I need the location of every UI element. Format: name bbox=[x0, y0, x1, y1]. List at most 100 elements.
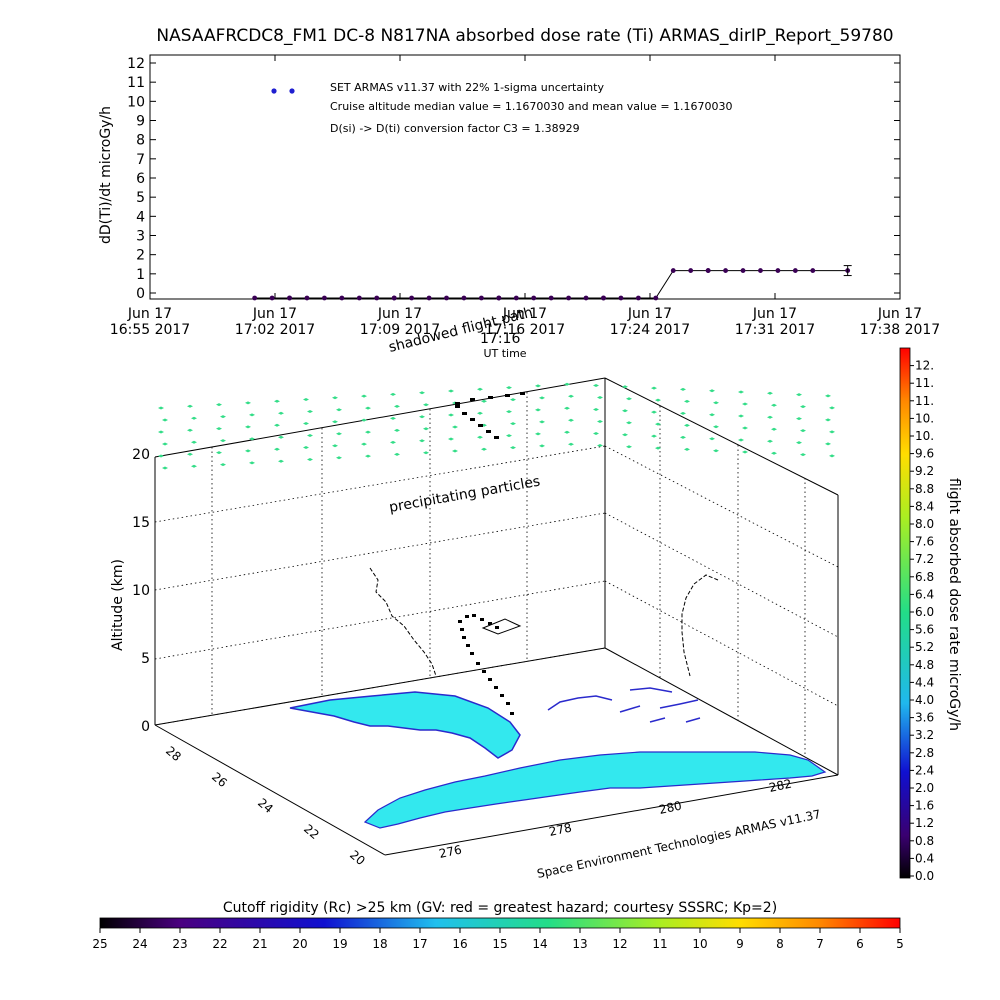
data-point bbox=[496, 295, 502, 301]
y-tick-label: 0 bbox=[136, 286, 145, 302]
data-point bbox=[444, 295, 449, 301]
rigidity-colorbar-tick-label: 15 bbox=[492, 937, 507, 951]
particle-marker bbox=[307, 410, 313, 413]
altitude-tick-label: 20 bbox=[132, 447, 150, 463]
track-marker bbox=[472, 614, 476, 617]
particle-marker bbox=[655, 446, 661, 450]
particle-marker bbox=[568, 418, 574, 422]
particle-marker bbox=[216, 427, 222, 431]
particle-marker bbox=[365, 454, 371, 458]
y-tick-label: 2 bbox=[136, 248, 145, 264]
dose-colorbar-tick-label: 10. bbox=[915, 429, 934, 443]
particle-marker bbox=[539, 444, 545, 448]
particle-marker bbox=[825, 394, 831, 398]
particle-marker bbox=[448, 389, 454, 393]
particle-marker bbox=[278, 435, 284, 439]
credit-text: Space Environment Technologies ARMAS v11… bbox=[536, 807, 822, 881]
data-point bbox=[688, 268, 694, 273]
particle-marker bbox=[249, 437, 255, 441]
dose-colorbar-tick-label: 4.0 bbox=[915, 693, 934, 707]
dose-colorbar bbox=[899, 347, 911, 879]
particle-marker bbox=[361, 418, 367, 422]
rigidity-colorbar-tick-label: 21 bbox=[252, 937, 267, 951]
dose-colorbar-tick-label: 8.0 bbox=[915, 517, 934, 531]
track-marker bbox=[494, 686, 498, 689]
dose-colorbar-tick-label: 12. bbox=[915, 359, 934, 373]
data-point bbox=[374, 295, 380, 301]
particle-marker bbox=[593, 432, 599, 435]
rigidity-colorbar-tick-label: 20 bbox=[292, 937, 307, 951]
particle-marker bbox=[564, 430, 570, 434]
data-point bbox=[426, 295, 432, 301]
track-marker bbox=[460, 628, 464, 631]
particle-marker bbox=[626, 397, 632, 401]
data-point bbox=[601, 295, 606, 301]
particle-marker bbox=[680, 435, 686, 439]
y-axis-label: dD(Ti)/dt microGy/h bbox=[98, 106, 114, 244]
map-land bbox=[289, 687, 827, 829]
particle-marker bbox=[419, 415, 425, 419]
precipitating-particles-markers bbox=[158, 382, 835, 470]
y-tick-label: 9 bbox=[136, 114, 145, 130]
particle-marker bbox=[742, 402, 748, 406]
particle-marker bbox=[249, 413, 255, 417]
particle-marker bbox=[655, 398, 661, 402]
dose-colorbar-tick-label: 5.6 bbox=[915, 623, 934, 637]
particle-marker bbox=[742, 450, 748, 454]
particle-marker bbox=[713, 401, 719, 405]
particle-marker bbox=[767, 439, 773, 443]
track-marker bbox=[476, 662, 480, 665]
rigidity-colorbar-tick-label: 13 bbox=[572, 937, 587, 951]
particle-marker bbox=[535, 408, 541, 412]
particle-marker bbox=[303, 398, 309, 401]
particle-marker bbox=[738, 438, 744, 442]
particle-marker bbox=[800, 429, 806, 433]
particle-marker bbox=[622, 433, 628, 437]
rigidity-colorbar bbox=[99, 917, 901, 929]
island-coast bbox=[547, 687, 701, 723]
particle-marker bbox=[477, 411, 483, 415]
x-tick-time: 17:16 2017 bbox=[485, 322, 565, 338]
data-point bbox=[513, 295, 519, 301]
rigidity-colorbar-tick-label: 14 bbox=[532, 937, 547, 951]
data-point bbox=[810, 268, 816, 273]
data-point bbox=[287, 295, 292, 301]
track-marker bbox=[520, 392, 525, 395]
cuba-landmass bbox=[363, 751, 827, 829]
particle-marker bbox=[796, 441, 802, 445]
track-marker bbox=[488, 396, 493, 399]
particle-marker bbox=[771, 427, 777, 431]
particle-marker bbox=[680, 387, 686, 391]
track-marker bbox=[495, 626, 499, 629]
particle-marker bbox=[187, 428, 193, 432]
y-tick-label: 10 bbox=[127, 94, 145, 110]
particle-marker bbox=[365, 430, 371, 434]
track-marker bbox=[488, 622, 492, 625]
x-tick-day: Jun 17 bbox=[127, 306, 172, 322]
track-marker bbox=[480, 618, 484, 621]
track-marker bbox=[482, 670, 486, 673]
particle-marker bbox=[336, 432, 342, 436]
particle-marker bbox=[216, 403, 222, 407]
particle-marker bbox=[423, 403, 429, 407]
particle-marker bbox=[771, 451, 777, 455]
data-point bbox=[478, 295, 484, 301]
particle-marker bbox=[303, 446, 309, 449]
particle-marker bbox=[651, 386, 657, 390]
data-point bbox=[670, 268, 676, 273]
x-tick-time: 17:24 2017 bbox=[610, 322, 690, 338]
particle-marker bbox=[307, 434, 313, 437]
track-marker bbox=[494, 436, 499, 439]
particle-marker bbox=[274, 447, 280, 451]
particle-marker bbox=[684, 399, 690, 403]
particle-marker bbox=[796, 417, 802, 421]
x-tick-day: Jun 17 bbox=[377, 306, 422, 322]
rigidity-colorbar-tick-label: 16 bbox=[452, 937, 467, 951]
particle-marker bbox=[336, 456, 342, 460]
particle-marker bbox=[191, 464, 197, 468]
particle-marker bbox=[361, 442, 367, 446]
particle-marker bbox=[158, 406, 164, 410]
dose-colorbar-tick-label: 2.8 bbox=[915, 746, 934, 760]
data-point bbox=[705, 268, 711, 273]
particle-marker bbox=[448, 437, 454, 441]
